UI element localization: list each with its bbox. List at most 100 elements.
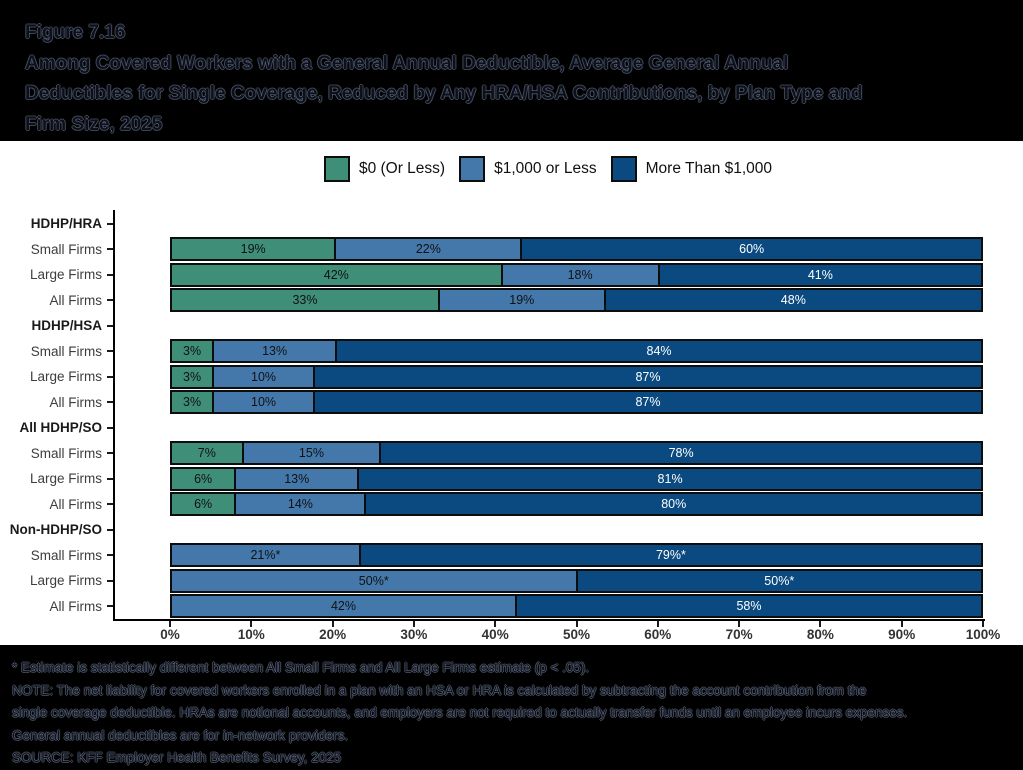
- stacked-bar: 6% 13% 81%: [170, 466, 983, 491]
- bar-segment: 42%: [172, 596, 515, 617]
- segment-label: 3%: [183, 395, 202, 410]
- bar-segment: 15%: [241, 443, 380, 464]
- segment-label: 14%: [287, 497, 313, 512]
- stacked-bar: 42% 58%: [170, 594, 983, 619]
- figure-title-line-2: Deductibles for Single Coverage, Reduced…: [25, 83, 863, 104]
- bar-segment: 48%: [603, 290, 982, 311]
- stacked-bar: 33% 19% 48%: [170, 288, 983, 313]
- segment-label: 21%*: [250, 548, 281, 563]
- bar-segment: 13%: [234, 468, 358, 489]
- x-axis-tick-label: 30%: [400, 627, 428, 642]
- plot-bar-row: Large Firms 50%* 50%*: [0, 568, 1023, 594]
- x-axis-tick: [656, 621, 659, 627]
- plot-bar-row: Small Firms 7% 15% 78%: [0, 441, 1023, 467]
- legend-label: $0 (Or Less): [358, 160, 446, 177]
- bar-segment: 6%: [172, 494, 235, 515]
- legend-label: $1,000 or Less: [494, 160, 597, 177]
- x-axis-tick-label: 90%: [888, 627, 916, 642]
- plot-bar-row: Large Firms 6% 13% 81%: [0, 466, 1023, 492]
- y-axis-tick: [107, 477, 113, 480]
- bar-segment: 10%: [212, 366, 313, 387]
- row-label: All Firms: [49, 598, 103, 614]
- legend-swatch: [323, 156, 350, 182]
- segment-label: 60%: [739, 242, 765, 257]
- x-axis-tick-label: 60%: [644, 627, 672, 642]
- group-header-label: Non-HDHP/SO: [9, 522, 102, 537]
- segment-label: 13%: [284, 471, 310, 486]
- y-axis-tick: [107, 350, 113, 352]
- row-label: Large Firms: [29, 573, 102, 588]
- row-label: Small Firms: [30, 445, 102, 461]
- bar-segment: 3%: [172, 366, 213, 387]
- row-label: Large Firms: [29, 369, 102, 384]
- x-axis-tick-label: 50%: [562, 627, 591, 642]
- x-axis-tick: [494, 621, 497, 627]
- bar-segment: 3%: [172, 341, 213, 362]
- row-label: Small Firms: [30, 547, 102, 563]
- stacked-bar: 21%* 79%*: [170, 543, 983, 568]
- footnote-line: * Estimate is statistically different be…: [12, 660, 590, 675]
- stacked-bar: 3% 13% 84%: [170, 339, 983, 364]
- segment-label: 41%: [807, 267, 833, 282]
- x-axis-tick: [738, 621, 741, 627]
- x-axis-tick: [819, 621, 822, 627]
- bar-segment: 22%: [334, 239, 521, 260]
- y-axis-tick: [107, 299, 113, 301]
- figure-title-line-3: Firm Size, 2025: [25, 113, 163, 135]
- figure-header: Figure 7.16 Among Covered Workers with a…: [0, 0, 1023, 141]
- plot-bar-row: Large Firms 3% 10% 87%: [0, 364, 1023, 390]
- segment-label: 6%: [194, 497, 213, 512]
- y-axis-line: [113, 210, 115, 621]
- legend-swatch: [459, 156, 486, 182]
- x-axis-tick-label: 40%: [481, 627, 509, 642]
- segment-label: 84%: [646, 344, 672, 359]
- bar-segment: 33%: [172, 290, 438, 311]
- segment-label: 6%: [194, 471, 213, 486]
- segment-label: 87%: [635, 395, 661, 410]
- bar-segment: 87%: [312, 392, 981, 413]
- bar-segment: 81%: [357, 468, 982, 489]
- segment-label: 10%: [251, 395, 277, 410]
- stacked-bar: 19% 22% 60%: [170, 237, 983, 262]
- row-label: Large Firms: [29, 471, 102, 486]
- figure-title-line-1: Among Covered Workers with a General Ann…: [25, 52, 789, 74]
- segment-label: 22%: [415, 242, 441, 257]
- plot-bar-row: Small Firms 19% 22% 60%: [0, 237, 1023, 263]
- legend-item: $0 (Or Less): [323, 156, 446, 182]
- bar-segment: 50%*: [575, 570, 981, 591]
- segment-label: 87%: [635, 369, 661, 384]
- bar-segment: 19%: [437, 290, 604, 311]
- footnotes: * Estimate is statistically different be…: [0, 645, 1023, 770]
- segment-label: 42%: [330, 599, 356, 614]
- bar-segment: 87%: [312, 366, 981, 387]
- bar-segment: 84%: [335, 341, 982, 362]
- segment-label: 3%: [183, 344, 202, 359]
- legend-swatch: [610, 156, 637, 182]
- bar-segment: 78%: [379, 443, 981, 464]
- x-axis-tick-label: 20%: [319, 627, 347, 642]
- segment-label: 33%: [292, 293, 318, 308]
- segment-label: 58%: [736, 599, 762, 614]
- stacked-bar: 6% 14% 80%: [170, 492, 983, 517]
- plot-group-row: Non-HDHP/SO: [0, 517, 1023, 543]
- legend-item: $1,000 or Less: [459, 156, 597, 182]
- segment-label: 10%: [251, 369, 277, 384]
- segment-label: 50%*: [358, 573, 389, 588]
- y-axis-tick: [107, 528, 113, 531]
- x-axis-tick: [575, 621, 578, 627]
- segment-label: 7%: [197, 446, 216, 461]
- x-axis-tick-label: 80%: [806, 627, 834, 642]
- footnote-line: NOTE: The net liability for covered work…: [12, 682, 867, 698]
- x-axis-tick: [412, 621, 415, 627]
- bar-segment: 50%*: [172, 570, 576, 591]
- segment-label: 42%: [323, 267, 349, 282]
- row-label: All Firms: [49, 292, 103, 308]
- segment-label: 50%*: [764, 573, 795, 588]
- y-axis-tick: [107, 452, 113, 454]
- plot-bar-row: Small Firms 21%* 79%*: [0, 543, 1023, 569]
- plot-bar-row: Large Firms 42% 18% 41%: [0, 262, 1023, 288]
- x-axis-tick: [331, 621, 334, 627]
- bar-segment: 18%: [500, 264, 658, 285]
- y-axis-tick: [107, 248, 113, 250]
- stacked-bar: 50%* 50%*: [170, 568, 983, 593]
